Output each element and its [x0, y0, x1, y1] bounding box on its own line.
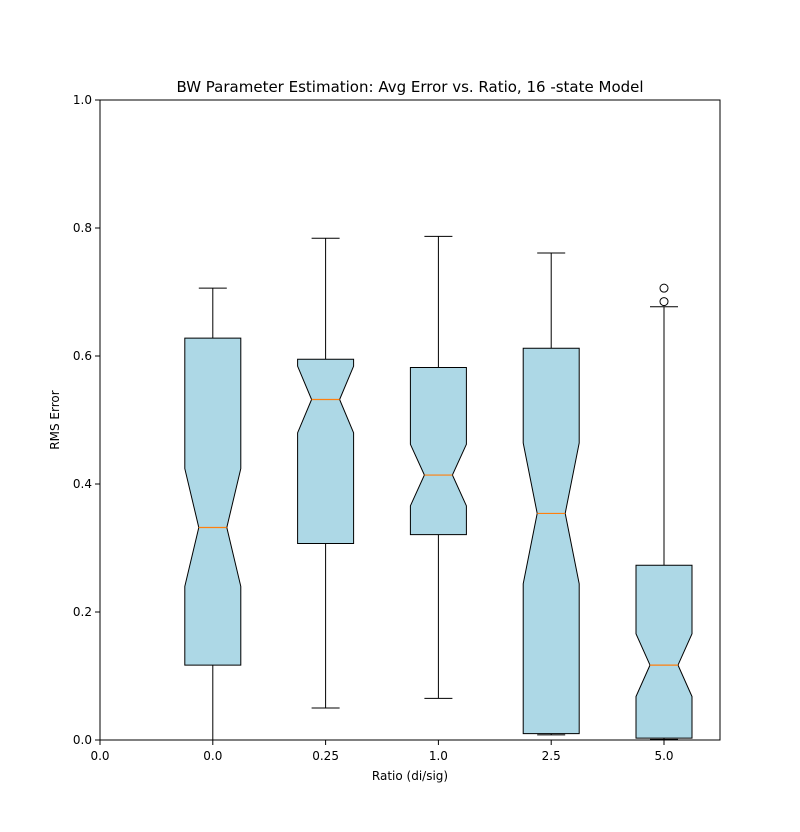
- x-tick-label: 5.0: [654, 749, 673, 763]
- plot-frame: [99, 99, 721, 741]
- y-tick-label: 0.0: [73, 733, 92, 747]
- box-0.25: [297, 237, 355, 709]
- y-tick-label: 0.4: [73, 477, 92, 491]
- x-axis: 0.0 0.0 0.25 1.0 2.5 5.0: [90, 740, 674, 763]
- x-axis-label: Ratio (di/sig): [372, 769, 448, 783]
- box-2.5: [522, 252, 580, 736]
- chart-title: BW Parameter Estimation: Avg Error vs. R…: [176, 78, 643, 96]
- plot-area: [99, 99, 721, 741]
- y-tick-label: 0.2: [73, 605, 92, 619]
- y-tick-label: 1.0: [73, 93, 92, 107]
- outlier-point: [659, 297, 669, 307]
- box-body: [409, 367, 467, 536]
- box-body: [184, 337, 242, 666]
- x-tick-label: 1.0: [429, 749, 448, 763]
- x-tick-label: 0.25: [312, 749, 339, 763]
- box-body: [522, 347, 580, 735]
- box-5.0: [635, 283, 693, 740]
- x-tick-label: 0.0: [203, 749, 222, 763]
- box-0.0: [184, 287, 242, 741]
- x-tick-label: 0.0: [90, 749, 109, 763]
- box-body: [635, 564, 693, 739]
- y-axis: 0.0 0.2 0.4 0.6 0.8 1.0: [73, 93, 100, 747]
- y-axis-label: RMS Error: [48, 390, 62, 449]
- y-tick-label: 0.8: [73, 221, 92, 235]
- outlier-point: [659, 283, 669, 293]
- x-tick-label: 2.5: [542, 749, 561, 763]
- y-tick-label: 0.6: [73, 349, 92, 363]
- boxes: [184, 235, 693, 741]
- box-body: [297, 358, 355, 544]
- box-1.0: [409, 235, 467, 699]
